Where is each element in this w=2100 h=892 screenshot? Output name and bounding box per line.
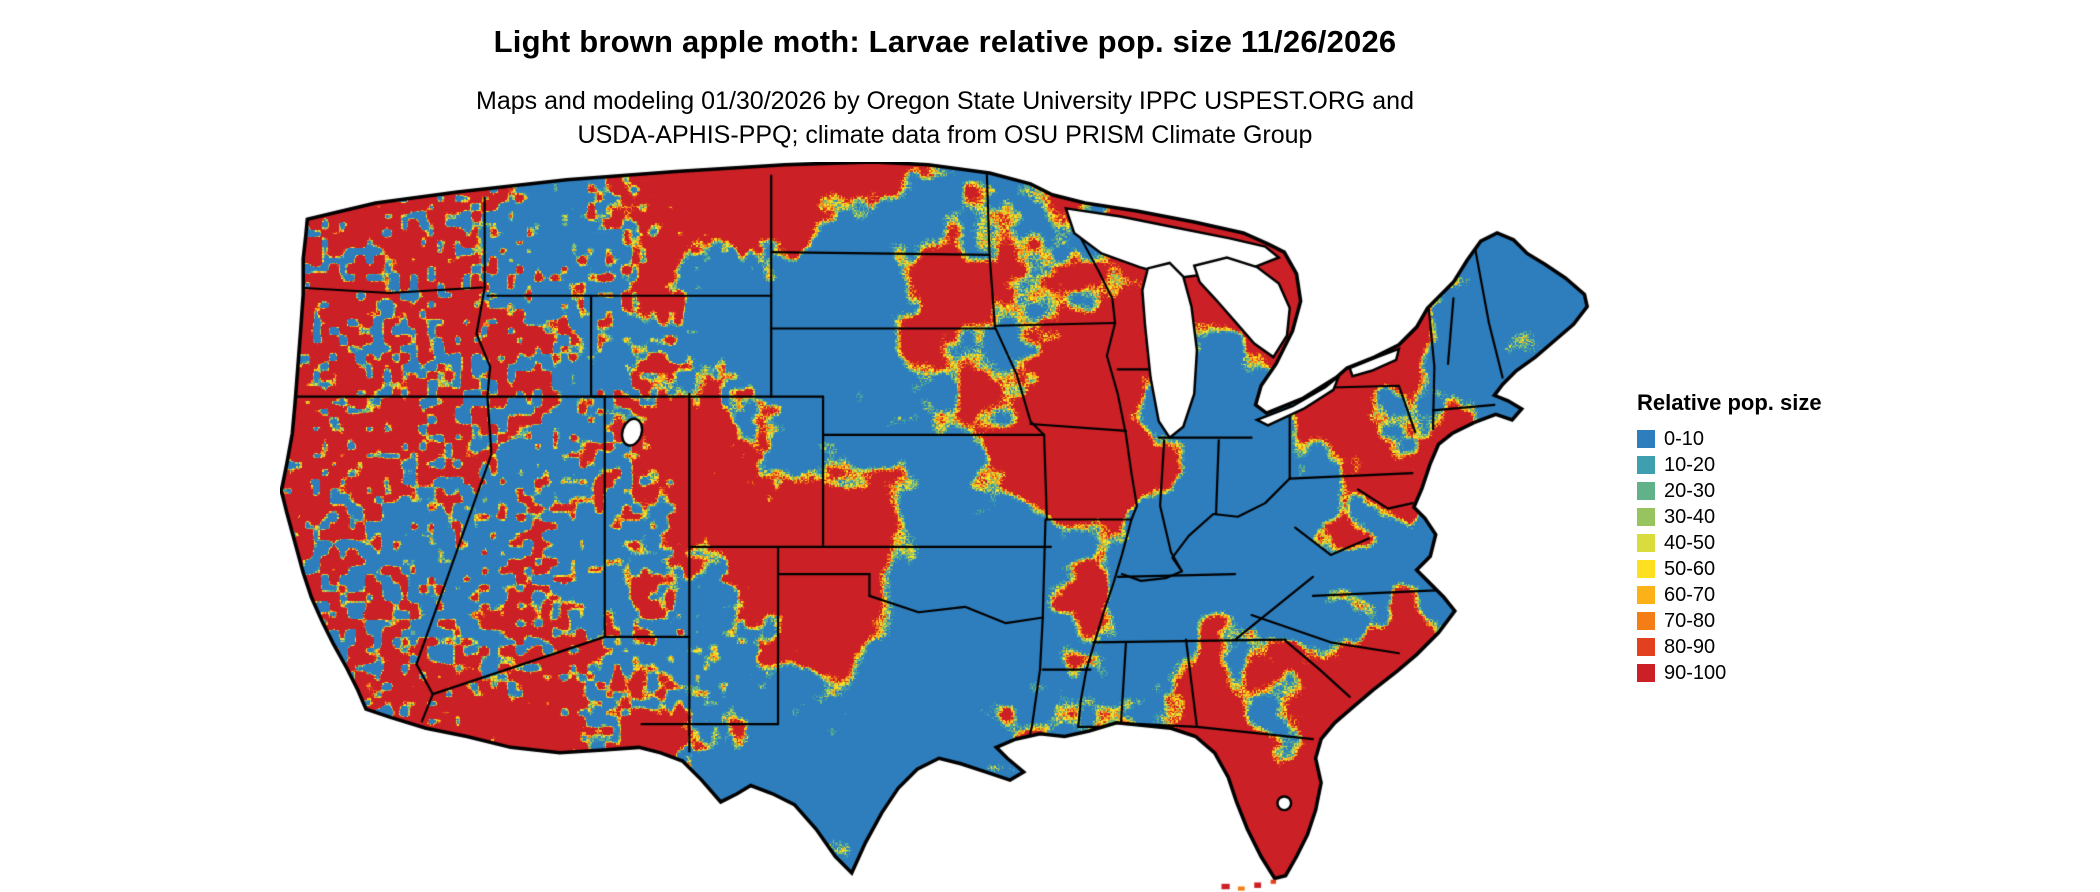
legend-swatch [1637, 508, 1655, 526]
legend-item-label: 80-90 [1664, 635, 1716, 658]
legend-item-label: 20-30 [1664, 479, 1716, 502]
map-subtitle-line1: Maps and modeling 01/30/2026 by Oregon S… [476, 87, 1414, 115]
legend-swatch [1637, 612, 1655, 630]
legend-item: 70-80 [1637, 608, 1822, 634]
legend-swatch [1637, 560, 1655, 578]
legend-item-label: 30-40 [1664, 505, 1716, 528]
legend-item: 80-90 [1637, 634, 1822, 660]
legend-item: 60-70 [1637, 582, 1822, 608]
legend-item-label: 60-70 [1664, 583, 1716, 606]
legend-swatch [1637, 430, 1655, 448]
legend-swatch [1637, 534, 1655, 552]
legend-item-label: 40-50 [1664, 531, 1716, 554]
legend-item-label: 50-60 [1664, 557, 1716, 580]
legend-swatch [1637, 456, 1655, 474]
legend-item: 40-50 [1637, 530, 1822, 556]
legend-item: 20-30 [1637, 478, 1822, 504]
map-subtitle-line2: USDA-APHIS-PPQ; climate data from OSU PR… [577, 121, 1313, 149]
legend-item: 90-100 [1637, 660, 1822, 686]
legend: Relative pop. size 0-10 10-20 20-30 30-40 40… [1637, 390, 1822, 686]
legend-swatch [1637, 482, 1655, 500]
legend-item-label: 10-20 [1664, 453, 1716, 476]
legend-swatch [1637, 638, 1655, 656]
legend-item-label: 0-10 [1664, 427, 1705, 450]
legend-swatch [1637, 586, 1655, 604]
legend-item: 10-20 [1637, 452, 1822, 478]
map-title: Light brown apple moth: Larvae relative … [493, 24, 1397, 59]
legend-item: 30-40 [1637, 504, 1822, 530]
legend-title: Relative pop. size [1637, 390, 1822, 415]
legend-item: 0-10 [1637, 426, 1822, 452]
legend-swatch [1637, 664, 1655, 682]
map-subtitle: Maps and modeling 01/30/2026 by Oregon S… [0, 84, 1890, 152]
us-map-canvas [280, 162, 1594, 892]
legend-item-label: 90-100 [1664, 661, 1727, 684]
legend-item: 50-60 [1637, 556, 1822, 582]
legend-item-label: 70-80 [1664, 609, 1716, 632]
legend-items: 0-10 10-20 20-30 30-40 40-50 50-60 60-70 70-80 8… [1637, 426, 1822, 686]
